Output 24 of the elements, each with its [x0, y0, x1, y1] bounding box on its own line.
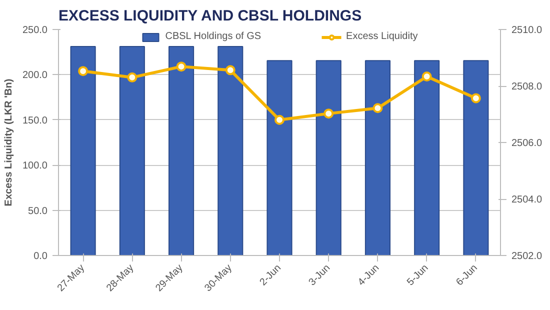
point: [225, 65, 236, 76]
point: [324, 108, 334, 119]
y2-tick-label: 2506.0: [512, 138, 543, 149]
y-axis-title: Excess Liquidity (LKR 'Bn): [3, 78, 14, 206]
y-tick-label: 250.0: [22, 25, 48, 36]
point: [372, 103, 383, 114]
y-tick-label: 50.0: [28, 206, 48, 217]
y-tick-label: 0.0: [34, 251, 48, 262]
y2-tick-label: 2508.0: [512, 82, 543, 92]
chart-title: EXCESS LIQUIDITY AND CBSL HOLDINGS: [58, 8, 362, 24]
point: [176, 62, 186, 72]
y-tick-label: 100.0: [22, 160, 48, 172]
y2-tick-label: 2510.0: [512, 25, 543, 36]
point: [470, 93, 481, 104]
y2-tick-label: 2502.0: [512, 251, 543, 262]
point: [78, 66, 88, 76]
point: [127, 72, 138, 82]
y-tick-label: 200.0: [22, 70, 48, 82]
point: [422, 72, 432, 82]
point: [274, 114, 284, 125]
legend-label: CBSL Holdings of GS: [165, 31, 262, 42]
y-tick-label: 150.0: [22, 115, 48, 126]
legend-label: Excess Liquidity: [346, 31, 418, 42]
y2-tick-label: 2504.0: [512, 194, 543, 206]
